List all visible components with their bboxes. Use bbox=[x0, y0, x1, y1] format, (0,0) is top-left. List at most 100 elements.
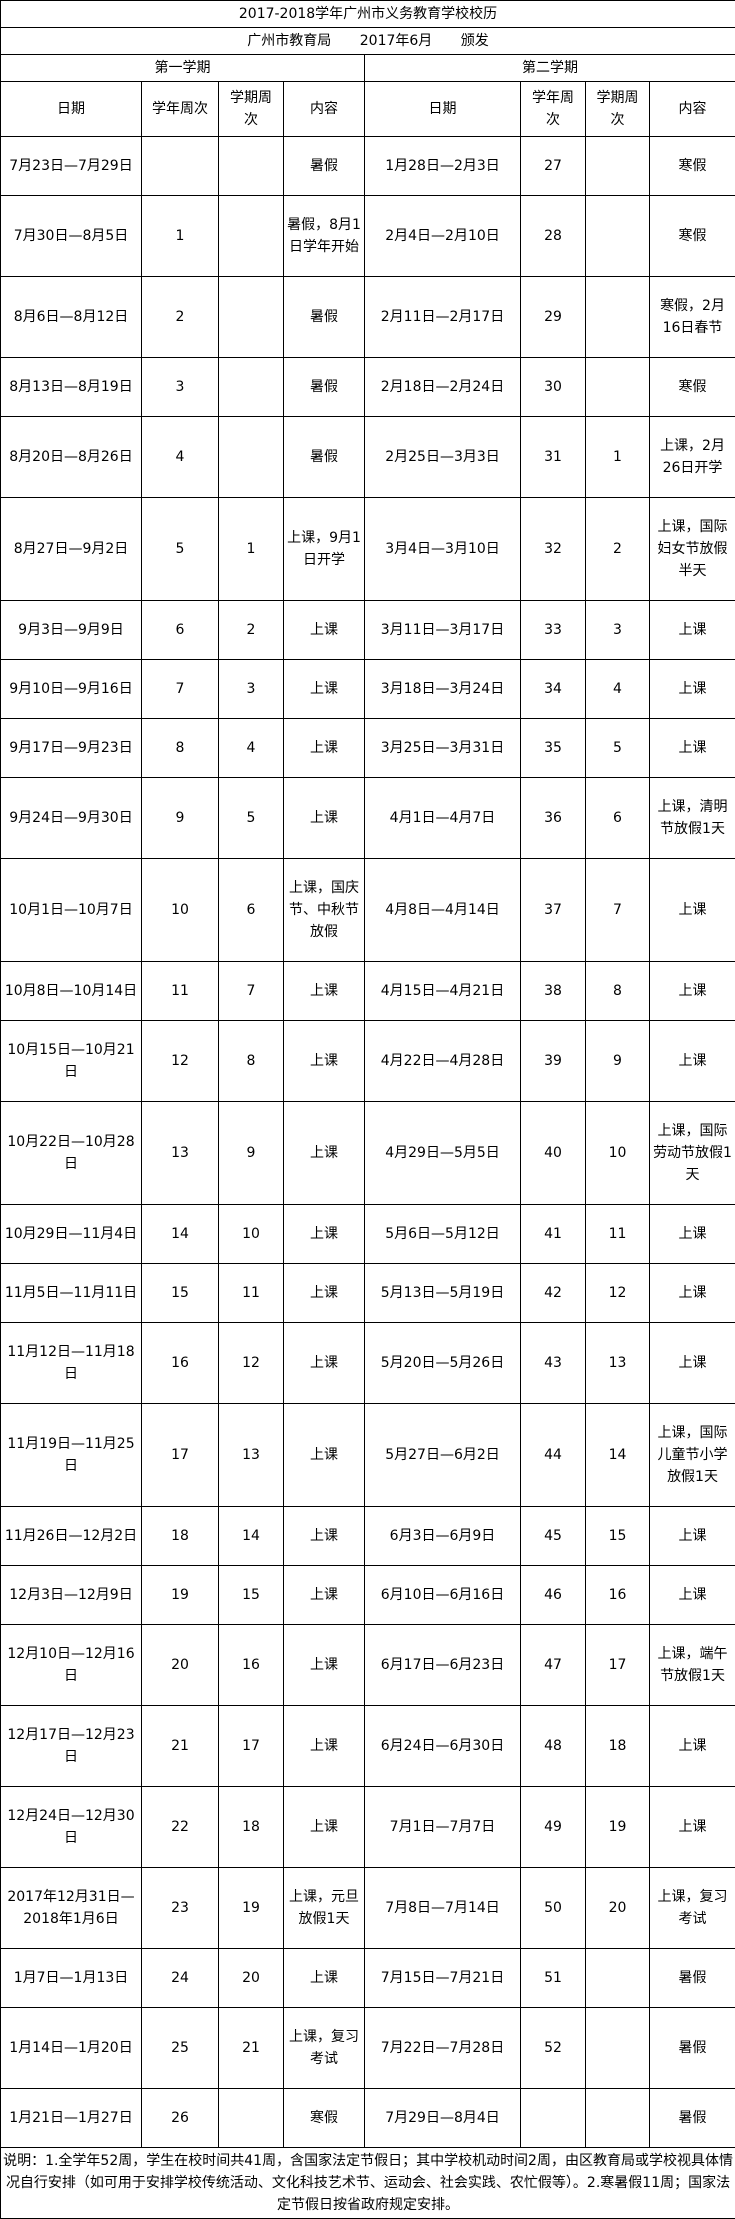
year-week-cell-s2: 46 bbox=[521, 1566, 586, 1625]
year-week-cell-s1: 19 bbox=[142, 1566, 219, 1625]
content-cell-s1: 上课 bbox=[284, 660, 365, 719]
content-cell-s1: 上课 bbox=[284, 601, 365, 660]
table-row: 8月20日—8月26日 4 暑假 2月25日—3月3日 31 1 上课，2月26… bbox=[1, 417, 735, 498]
content-cell-s1: 暑假 bbox=[284, 358, 365, 417]
year-week-cell-s2: 42 bbox=[521, 1264, 586, 1323]
year-week-cell-s1: 23 bbox=[142, 1868, 219, 1949]
calendar-body: 7月23日—7月29日 暑假 1月28日—2月3日 27 寒假 7月30日—8月… bbox=[1, 137, 735, 2148]
table-row: 7月30日—8月5日 1 暑假，8月1日学年开始 2月4日—2月10日 28 寒… bbox=[1, 196, 735, 277]
term-week-cell-s1: 19 bbox=[219, 1868, 284, 1949]
year-week-cell-s1: 8 bbox=[142, 719, 219, 778]
year-week-cell-s2: 38 bbox=[521, 962, 586, 1021]
content-cell-s1: 暑假 bbox=[284, 137, 365, 196]
table-row: 10月22日—10月28日 13 9 上课 4月29日—5月5日 40 10 上… bbox=[1, 1102, 735, 1205]
col-header-term-week-s1: 学期周次 bbox=[219, 82, 284, 137]
date-cell-s2: 7月22日—7月28日 bbox=[365, 2008, 521, 2089]
year-week-cell-s1: 7 bbox=[142, 660, 219, 719]
date-cell-s1: 1月7日—1月13日 bbox=[1, 1949, 142, 2008]
term-week-cell-s2: 2 bbox=[586, 498, 650, 601]
year-week-cell-s1: 1 bbox=[142, 196, 219, 277]
term-week-cell-s2: 17 bbox=[586, 1625, 650, 1706]
year-week-cell-s2: 52 bbox=[521, 2008, 586, 2089]
date-cell-s2: 7月8日—7月14日 bbox=[365, 1868, 521, 1949]
year-week-cell-s1: 25 bbox=[142, 2008, 219, 2089]
date-cell-s2: 1月28日—2月3日 bbox=[365, 137, 521, 196]
term-week-cell-s1: 5 bbox=[219, 778, 284, 859]
term-week-cell-s1: 10 bbox=[219, 1205, 284, 1264]
date-cell-s2: 7月29日—8月4日 bbox=[365, 2089, 521, 2148]
content-cell-s2: 上课 bbox=[650, 1787, 735, 1868]
content-cell-s2: 上课，国际妇女节放假半天 bbox=[650, 498, 735, 601]
content-cell-s2: 寒假，2月16日春节 bbox=[650, 277, 735, 358]
date-cell-s1: 9月3日—9月9日 bbox=[1, 601, 142, 660]
date-cell-s1: 9月10日—9月16日 bbox=[1, 660, 142, 719]
term-week-cell-s1: 16 bbox=[219, 1625, 284, 1706]
year-week-cell-s2: 51 bbox=[521, 1949, 586, 2008]
year-week-cell-s1: 10 bbox=[142, 859, 219, 962]
year-week-cell-s1: 9 bbox=[142, 778, 219, 859]
note-row: 说明：1.全学年52周，学生在校时间共41周，含国家法定节假日；其中学校机动时间… bbox=[1, 2148, 735, 2219]
term-week-cell-s2 bbox=[586, 277, 650, 358]
content-cell-s2: 上课 bbox=[650, 1507, 735, 1566]
content-cell-s2: 上课 bbox=[650, 1264, 735, 1323]
year-week-cell-s2: 34 bbox=[521, 660, 586, 719]
date-cell-s2: 4月8日—4月14日 bbox=[365, 859, 521, 962]
date-cell-s1: 9月17日—9月23日 bbox=[1, 719, 142, 778]
term-week-cell-s2: 3 bbox=[586, 601, 650, 660]
col-header-date-s2: 日期 bbox=[365, 82, 521, 137]
year-week-cell-s1: 26 bbox=[142, 2089, 219, 2148]
table-row: 11月5日—11月11日 15 11 上课 5月13日—5月19日 42 12 … bbox=[1, 1264, 735, 1323]
term-week-cell-s2: 6 bbox=[586, 778, 650, 859]
term-week-cell-s2 bbox=[586, 2089, 650, 2148]
content-cell-s2: 上课 bbox=[650, 601, 735, 660]
note-text: 说明：1.全学年52周，学生在校时间共41周，含国家法定节假日；其中学校机动时间… bbox=[1, 2148, 735, 2219]
year-week-cell-s1: 18 bbox=[142, 1507, 219, 1566]
year-week-cell-s2: 43 bbox=[521, 1323, 586, 1404]
date-cell-s2: 6月3日—6月9日 bbox=[365, 1507, 521, 1566]
date-cell-s2: 6月24日—6月30日 bbox=[365, 1706, 521, 1787]
semester-2-header: 第二学期 bbox=[365, 55, 735, 82]
date-cell-s2: 3月18日—3月24日 bbox=[365, 660, 521, 719]
term-week-cell-s2 bbox=[586, 2008, 650, 2089]
date-cell-s1: 11月12日—11月18日 bbox=[1, 1323, 142, 1404]
content-cell-s1: 上课 bbox=[284, 1507, 365, 1566]
semester-header-row: 第一学期 第二学期 bbox=[1, 55, 735, 82]
content-cell-s2: 暑假 bbox=[650, 2008, 735, 2089]
content-cell-s1: 寒假 bbox=[284, 2089, 365, 2148]
date-cell-s2: 2月18日—2月24日 bbox=[365, 358, 521, 417]
date-cell-s1: 12月3日—12月9日 bbox=[1, 1566, 142, 1625]
year-week-cell-s1: 24 bbox=[142, 1949, 219, 2008]
year-week-cell-s1: 11 bbox=[142, 962, 219, 1021]
content-cell-s1: 暑假 bbox=[284, 277, 365, 358]
year-week-cell-s1: 16 bbox=[142, 1323, 219, 1404]
date-cell-s1: 10月1日—10月7日 bbox=[1, 859, 142, 962]
table-row: 9月24日—9月30日 9 5 上课 4月1日—4月7日 36 6 上课，清明节… bbox=[1, 778, 735, 859]
term-week-cell-s1 bbox=[219, 417, 284, 498]
content-cell-s2: 上课 bbox=[650, 1323, 735, 1404]
content-cell-s2: 寒假 bbox=[650, 137, 735, 196]
table-row: 10月1日—10月7日 10 6 上课，国庆节、中秋节放假 4月8日—4月14日… bbox=[1, 859, 735, 962]
content-cell-s1: 上课 bbox=[284, 1021, 365, 1102]
year-week-cell-s2: 35 bbox=[521, 719, 586, 778]
year-week-cell-s2 bbox=[521, 2089, 586, 2148]
col-header-date-s1: 日期 bbox=[1, 82, 142, 137]
content-cell-s2: 上课，复习考试 bbox=[650, 1868, 735, 1949]
date-cell-s1: 12月24日—12月30日 bbox=[1, 1787, 142, 1868]
term-week-cell-s1: 20 bbox=[219, 1949, 284, 2008]
date-cell-s2: 3月25日—3月31日 bbox=[365, 719, 521, 778]
date-cell-s1: 8月6日—8月12日 bbox=[1, 277, 142, 358]
year-week-cell-s1: 12 bbox=[142, 1021, 219, 1102]
date-cell-s2: 5月27日—6月2日 bbox=[365, 1404, 521, 1507]
year-week-cell-s2: 40 bbox=[521, 1102, 586, 1205]
date-cell-s2: 4月15日—4月21日 bbox=[365, 962, 521, 1021]
table-row: 9月10日—9月16日 7 3 上课 3月18日—3月24日 34 4 上课 bbox=[1, 660, 735, 719]
table-row: 9月3日—9月9日 6 2 上课 3月11日—3月17日 33 3 上课 bbox=[1, 601, 735, 660]
term-week-cell-s1: 17 bbox=[219, 1706, 284, 1787]
year-week-cell-s1: 15 bbox=[142, 1264, 219, 1323]
date-cell-s1: 1月14日—1月20日 bbox=[1, 2008, 142, 2089]
publish-action: 颁发 bbox=[461, 30, 489, 52]
content-cell-s2: 上课 bbox=[650, 1021, 735, 1102]
content-cell-s1: 上课 bbox=[284, 1264, 365, 1323]
